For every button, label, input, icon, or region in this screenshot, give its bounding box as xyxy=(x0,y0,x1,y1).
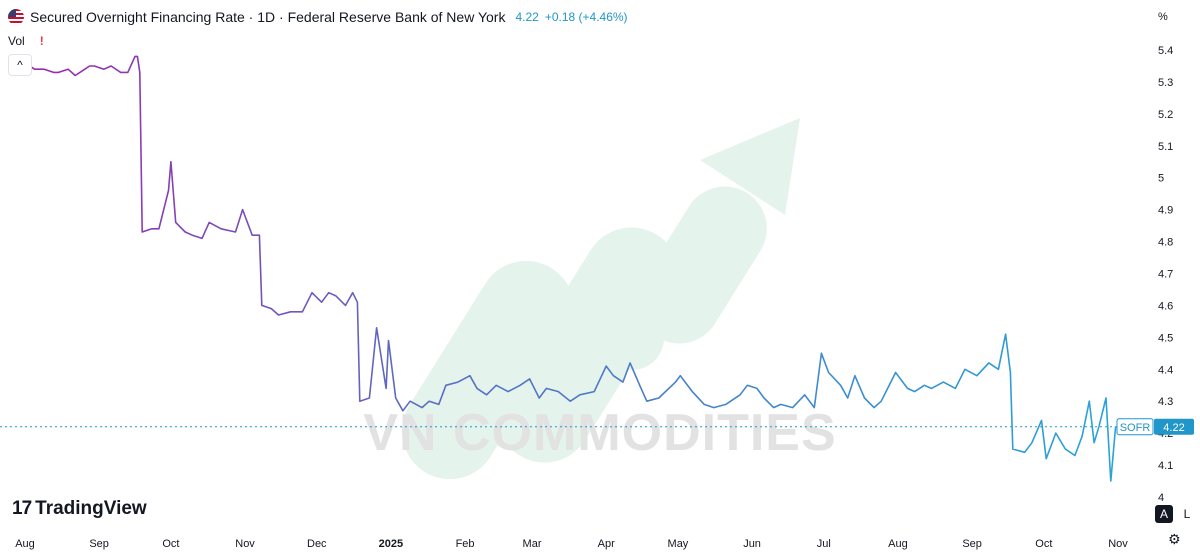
tradingview-wordmark: TradingView xyxy=(35,498,147,519)
tradingview-mark-icon: 17 xyxy=(12,498,32,519)
y-tick-label: 5 xyxy=(1158,173,1164,185)
y-tick-label: 4.4 xyxy=(1158,364,1173,376)
y-tick-label: 4.7 xyxy=(1158,269,1173,281)
chart-legend-header: Secured Overnight Financing Rate · 1D · … xyxy=(8,9,628,25)
y-tick-label: 5.1 xyxy=(1158,141,1173,153)
price-axis[interactable]: 5.45.35.25.154.94.84.74.64.54.44.34.24.1… xyxy=(1158,45,1173,504)
watermark-logo: VN COMMODITIES xyxy=(363,118,836,480)
x-tick-label: Oct xyxy=(162,538,179,550)
x-tick-label: Jun xyxy=(743,538,761,550)
change-value: +0.18 (+4.46%) xyxy=(544,10,628,24)
series-line-sofr xyxy=(24,55,1117,482)
x-tick-label: Feb xyxy=(456,538,475,550)
watermark-text: VN COMMODITIES xyxy=(363,404,836,462)
symbol-title[interactable]: Secured Overnight Financing Rate · 1D · … xyxy=(30,9,506,25)
warning-icon[interactable]: ! xyxy=(39,34,44,48)
x-tick-label: Dec xyxy=(307,538,327,550)
us-flag-icon xyxy=(8,9,24,25)
last-price-value: 4.22 xyxy=(1163,422,1184,434)
x-tick-label: Aug xyxy=(888,538,908,550)
price-unit-label: % xyxy=(1158,11,1168,23)
vol-label[interactable]: Vol xyxy=(8,34,25,48)
tradingview-logo[interactable]: 17 TradingView xyxy=(12,498,147,520)
y-tick-label: 4.5 xyxy=(1158,332,1173,344)
last-value: 4.22 xyxy=(515,10,539,24)
time-axis[interactable]: Aug Sep Oct Nov Dec 2025 Feb Mar Apr May Jun Jul Aug… xyxy=(15,538,1128,550)
auto-scale-button[interactable]: A xyxy=(1155,505,1173,523)
x-tick-label: Oct xyxy=(1035,538,1052,550)
gear-icon[interactable]: ⚙ xyxy=(1168,531,1181,547)
y-tick-label: 5.3 xyxy=(1158,77,1173,89)
x-tick-label: Apr xyxy=(598,538,615,550)
y-tick-label: 4.1 xyxy=(1158,460,1173,472)
x-tick-label: Jul xyxy=(817,538,831,550)
log-scale-button[interactable]: L xyxy=(1183,507,1191,521)
series-name-label: SOFR xyxy=(1120,422,1151,434)
y-tick-label: 5.4 xyxy=(1158,45,1173,57)
x-tick-label: May xyxy=(668,538,689,550)
y-tick-label: 4.8 xyxy=(1158,237,1173,249)
volume-legend: Vol ! xyxy=(8,34,49,48)
x-tick-label: Nov xyxy=(235,538,255,550)
y-tick-label: 4.6 xyxy=(1158,300,1173,312)
y-tick-label: 4.9 xyxy=(1158,205,1173,217)
x-tick-label: Sep xyxy=(962,538,982,550)
y-tick-label: 5.2 xyxy=(1158,109,1173,121)
x-tick-label: Mar xyxy=(523,538,542,550)
y-tick-label: 4.3 xyxy=(1158,396,1173,408)
y-tick-label: 4 xyxy=(1158,492,1164,504)
x-tick-label: 2025 xyxy=(379,538,403,550)
x-tick-label: Aug xyxy=(15,538,35,550)
x-tick-label: Nov xyxy=(1108,538,1128,550)
collapse-legend-button[interactable]: ^ xyxy=(8,54,32,76)
x-tick-label: Sep xyxy=(89,538,109,550)
last-price-label: SOFR 4.22 xyxy=(1116,418,1194,436)
